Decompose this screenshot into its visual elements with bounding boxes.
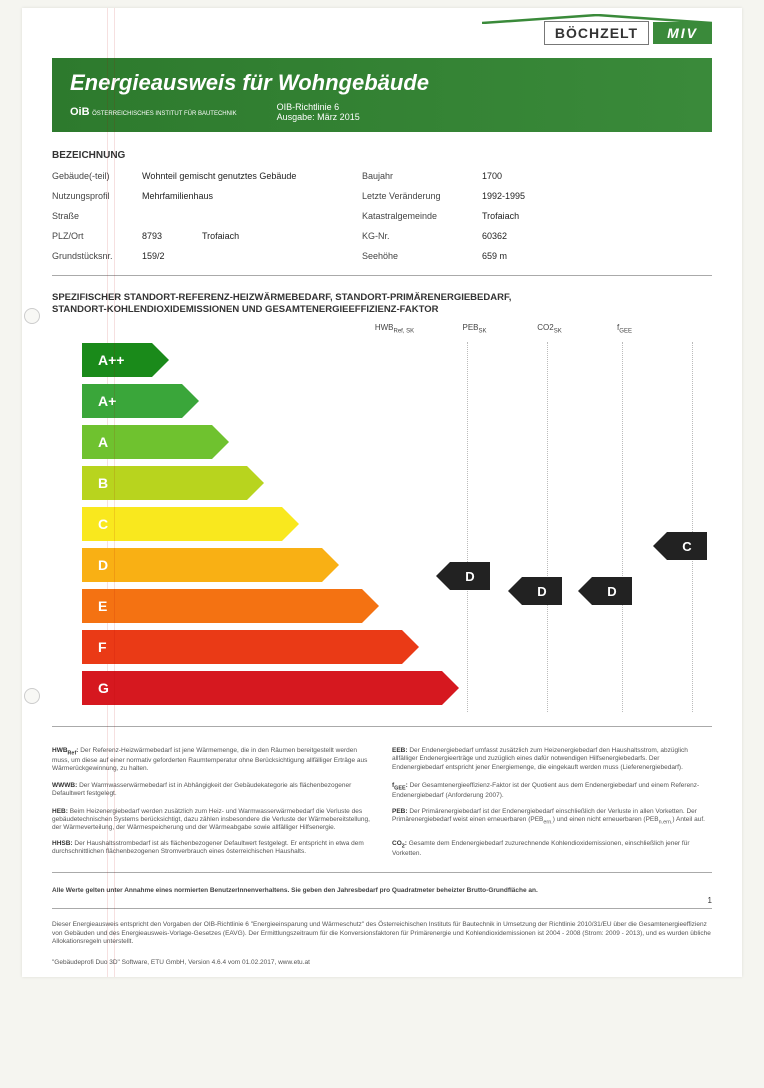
field-label: Seehöhe	[362, 251, 482, 261]
header-sub: OiB ÖSTERREICHISCHES INSTITUT FÜR BAUTEC…	[70, 102, 694, 122]
disclaimer: Dieser Energieausweis entspricht den Vor…	[52, 921, 712, 946]
rating-arrow: C	[82, 507, 282, 541]
bezeichnung-table: Gebäude(-teil)Wohnteil gemischt genutzte…	[52, 171, 712, 261]
field-label: Nutzungsprofil	[52, 191, 142, 201]
field-label: Baujahr	[362, 171, 482, 181]
energy-chart: A++A+ABCDEFGDDDC	[52, 342, 712, 712]
rating-arrow: F	[82, 630, 402, 664]
rating-band-G: G	[82, 670, 442, 706]
glossary-entry: EEB: Der Endenergiebedarf umfasst zusätz…	[392, 747, 712, 773]
punch-hole	[24, 688, 40, 704]
field-value: 659 m	[482, 251, 582, 261]
field-label: KG-Nr.	[362, 231, 482, 241]
separator	[52, 275, 712, 276]
header-lines: OIB-Richtlinie 6 Ausgabe: März 2015	[277, 102, 360, 122]
field-value: 1700	[482, 171, 582, 181]
rating-marker: C	[667, 532, 707, 560]
field-value: 60362	[482, 231, 582, 241]
field-label: Grundstücksnr.	[52, 251, 142, 261]
rating-arrow: A+	[82, 384, 182, 418]
punch-hole	[24, 308, 40, 324]
rating-marker: D	[522, 577, 562, 605]
oib-logo: OiB ÖSTERREICHISCHES INSTITUT FÜR BAUTEC…	[70, 106, 237, 118]
footnote: Alle Werte gelten unter Annahme eines no…	[52, 887, 712, 894]
column-headers: HWBRef, SK PEBSK CO2SK fGEE	[52, 323, 712, 335]
rating-band-B: B	[82, 465, 247, 501]
rating-band-A+: A+	[82, 383, 182, 419]
glossary-entry: PEB: Der Primärenergiebedarf ist der End…	[392, 808, 712, 832]
logo-roof-icon	[482, 14, 712, 24]
separator	[52, 872, 712, 873]
logo-left: BÖCHZELT	[544, 21, 649, 45]
field-label: Letzte Veränderung	[362, 191, 482, 201]
field-label: PLZ/Ort	[52, 231, 142, 241]
field-value: Trofaiach	[482, 211, 582, 221]
glossary-entry: HEB: Beim Heizenergiebedarf werden zusät…	[52, 808, 372, 832]
separator	[52, 726, 712, 727]
rating-marker: D	[450, 562, 490, 590]
page: BÖCHZELT MIV Energieausweis für Wohngebä…	[22, 8, 742, 977]
rating-band-F: F	[82, 629, 402, 665]
rating-arrow: G	[82, 671, 442, 705]
field-value: 159/2	[142, 251, 362, 261]
col-peb: PEBSK	[437, 323, 512, 335]
spec-title: SPEZIFISCHER STANDORT-REFERENZ-HEIZWÄRME…	[52, 292, 712, 317]
rating-arrow: B	[82, 466, 247, 500]
field-label: Straße	[52, 211, 142, 221]
logo-right: MIV	[653, 22, 712, 44]
col-hwb: HWBRef, SK	[352, 323, 437, 335]
field-label: Katastralgemeinde	[362, 211, 482, 221]
page-number: 1	[708, 896, 712, 905]
col-fgee: fGEE	[587, 323, 662, 335]
software-info: "Gebäudeprofi Duo 3D" Software, ETU GmbH…	[52, 959, 712, 967]
field-value	[142, 211, 362, 221]
gridline	[547, 342, 548, 712]
rating-arrow: A	[82, 425, 212, 459]
field-label: Gebäude(-teil)	[52, 171, 142, 181]
separator	[52, 908, 712, 909]
glossary-entry: HHSB: Der Haushaltsstrombedarf ist als f…	[52, 840, 372, 858]
bezeichnung-title: BEZEICHNUNG	[52, 150, 712, 161]
rating-marker: D	[592, 577, 632, 605]
field-value: Mehrfamilienhaus	[142, 191, 362, 201]
glossary-entry: fGEE: Der Gesamtenergieeffizienz-Faktor …	[392, 782, 712, 800]
col-co2: CO2SK	[512, 323, 587, 335]
glossary-entry: HWBRef: Der Referenz-Heizwärmebedarf ist…	[52, 747, 372, 773]
field-value: Wohnteil gemischt genutztes Gebäude	[142, 171, 362, 181]
rating-arrow: E	[82, 589, 362, 623]
rating-band-C: C	[82, 506, 282, 542]
field-value: Trofaiach	[202, 231, 362, 241]
field-value: 1992-1995	[482, 191, 582, 201]
rating-arrow: D	[82, 548, 322, 582]
rating-band-A++: A++	[82, 342, 152, 378]
rating-band-D: D	[82, 547, 322, 583]
rating-band-E: E	[82, 588, 362, 624]
gridline	[622, 342, 623, 712]
glossary-entry: CO2: Gesamte dem Endenergiebedarf zuzure…	[392, 840, 712, 858]
glossary-entry: WWWB: Der Warmwasserwärmebedarf ist in A…	[52, 782, 372, 800]
header-title: Energieausweis für Wohngebäude	[70, 70, 694, 96]
rating-band-A: A	[82, 424, 212, 460]
rating-arrow: A++	[82, 343, 152, 377]
header: Energieausweis für Wohngebäude OiB ÖSTER…	[52, 58, 712, 132]
glossary: HWBRef: Der Referenz-Heizwärmebedarf ist…	[52, 747, 712, 858]
gridline	[692, 342, 693, 712]
field-value: 8793	[142, 231, 202, 241]
gridline	[467, 342, 468, 712]
